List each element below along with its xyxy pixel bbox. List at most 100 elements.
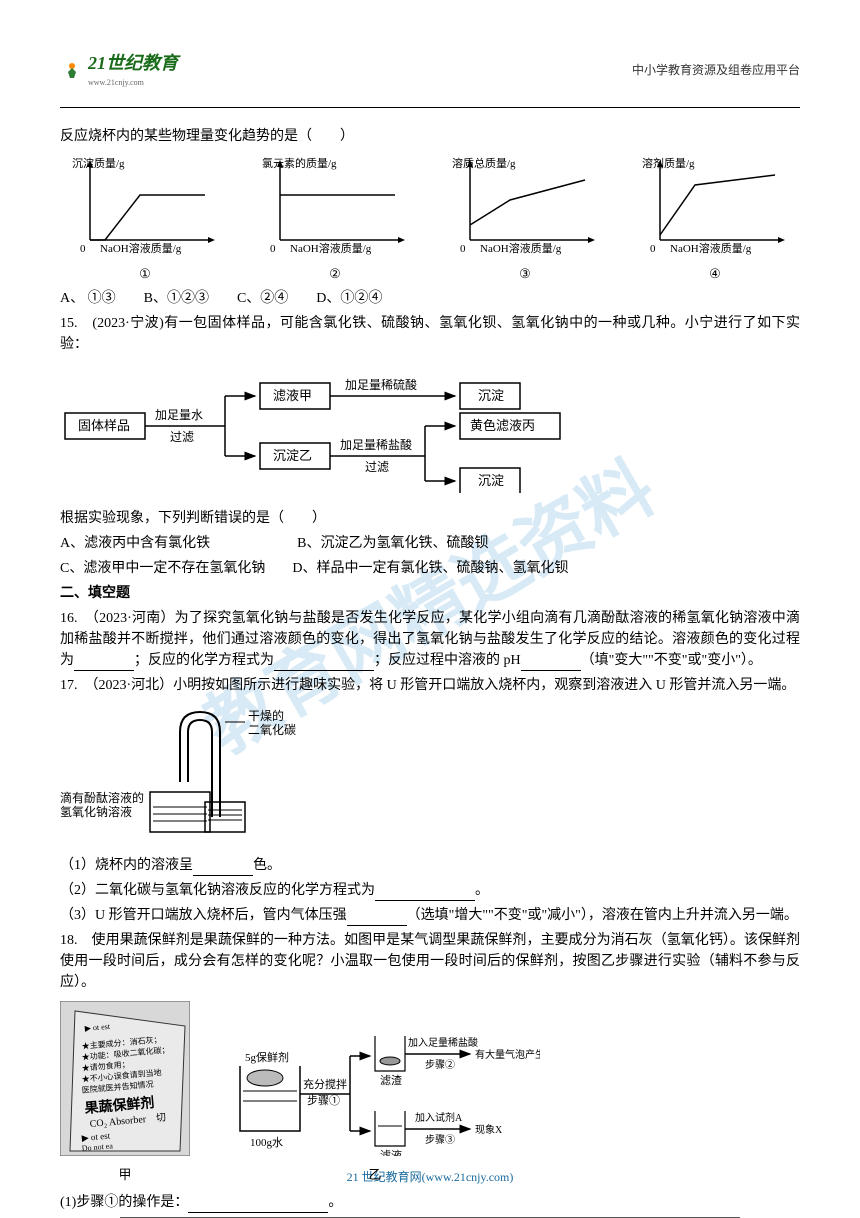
q17-blank1[interactable] — [193, 860, 253, 876]
q18-b1a: (1)步骤①的操作是： — [60, 1195, 188, 1210]
q17-svg: 干燥的 二氧化碳 滴有酚酞溶液的 氢氧化钠溶液 — [60, 702, 300, 842]
svg-text:过滤: 过滤 — [170, 430, 194, 444]
q17-diagram: 干燥的 二氧化碳 滴有酚酞溶液的 氢氧化钠溶液 — [60, 702, 800, 849]
q15-prompt: 根据实验现象，下列判断错误的是（ ） — [60, 508, 800, 529]
graph-2: 氯元素的质量/g 0 NaOH溶液质量/g ② — [250, 155, 420, 284]
graph-4-num: ④ — [630, 264, 800, 284]
q18-img-b-wrap: 5g保鲜剂 充分搅拌 步骤① 100g水 滤渣 滤液 加入足量稀盐酸 步骤② 有… — [210, 1016, 540, 1185]
svg-text:溶质总质量/g: 溶质总质量/g — [452, 156, 516, 170]
graph-row: 沉淀质量/g 0 NaOH溶液质量/g ① 氯元素的质量/g 0 NaOH溶液质… — [60, 155, 800, 284]
q16-blank1[interactable] — [74, 655, 134, 671]
q17-b2b: 。 — [475, 883, 489, 898]
svg-text:滤液: 滤液 — [380, 1148, 402, 1156]
svg-text:有大量气泡产生: 有大量气泡产生 — [475, 1048, 540, 1061]
logo-main-text: 21世纪教育 — [88, 50, 178, 77]
q18-b1b: 。 — [328, 1195, 342, 1210]
svg-text:步骤③: 步骤③ — [425, 1134, 455, 1146]
section-2-title: 二、填空题 — [60, 583, 800, 604]
graph-1-svg: 沉淀质量/g 0 NaOH溶液质量/g — [70, 155, 220, 255]
svg-text:加足量水: 加足量水 — [155, 408, 203, 422]
q16-t2: ；反应的化学方程式为 — [134, 653, 274, 668]
q17-blank3[interactable] — [347, 910, 407, 926]
q18-images: ▶ ot est ★主要成分：消石灰； ★功能：吸收二氧化碳； ★请勿食用； ★… — [60, 1001, 800, 1185]
svg-text:加入足量稀盐酸: 加入足量稀盐酸 — [408, 1036, 478, 1049]
header-right-text: 中小学教育资源及组卷应用平台 — [632, 61, 800, 79]
q15-optC: C、滤液甲中一定不存在氢氧化钠 — [60, 561, 265, 576]
graph-3: 溶质总质量/g 0 NaOH溶液质量/g ③ — [440, 155, 610, 284]
svg-text:滴有酚酞溶液的: 滴有酚酞溶液的 — [60, 790, 144, 805]
q17-b1b: 色。 — [253, 858, 281, 873]
q16-t4: （填"变大""不变"或"变小"）。 — [581, 653, 762, 668]
q14-continuation: 反应烧杯内的某些物理量变化趋势的是（ ） — [60, 126, 800, 147]
q17-b2a: （2）二氧化碳与氢氧化钠溶液反应的化学方程式为 — [60, 883, 375, 898]
q15-optrow1: A、滤液丙中含有氯化铁 B、沉淀乙为氢氧化铁、硫酸钡 — [60, 533, 800, 554]
q17-blank2[interactable] — [375, 885, 475, 901]
q16-blank3[interactable] — [521, 655, 581, 671]
q17-b3: （3）U 形管开口端放入烧杯后，管内气体压强 （选填"增大""不变"或"减小"），… — [60, 905, 800, 926]
graph-1: 沉淀质量/g 0 NaOH溶液质量/g ① — [60, 155, 230, 284]
svg-text:100g水: 100g水 — [250, 1136, 283, 1149]
svg-text:沉淀质量/g: 沉淀质量/g — [72, 156, 125, 170]
graph-2-num: ② — [250, 264, 420, 284]
svg-text:加足量稀硫酸: 加足量稀硫酸 — [345, 377, 417, 392]
svg-text:氯元素的质量/g: 氯元素的质量/g — [262, 156, 337, 170]
svg-text:滤液甲: 滤液甲 — [273, 388, 312, 403]
graph-1-num: ① — [60, 264, 230, 284]
graph-3-num: ③ — [440, 264, 610, 284]
svg-text:氢氧化钠溶液: 氢氧化钠溶液 — [60, 804, 132, 819]
page-header: 21世纪教育 www.21cnjy.com 中小学教育资源及组卷应用平台 — [60, 50, 800, 89]
svg-text:沉淀: 沉淀 — [478, 388, 504, 403]
svg-text:NaOH溶液质量/g: NaOH溶液质量/g — [670, 241, 752, 255]
q18-img-a-wrap: ▶ ot est ★主要成分：消石灰； ★功能：吸收二氧化碳； ★请勿食用； ★… — [60, 1001, 190, 1185]
svg-text:加入试剂A: 加入试剂A — [415, 1111, 463, 1124]
q17-b3b: （选填"增大""不变"或"减小"），溶液在管内上升并流入另一端。 — [407, 908, 798, 923]
svg-text:沉淀: 沉淀 — [478, 473, 504, 488]
q18-blank1[interactable] — [188, 1197, 328, 1213]
graph-2-svg: 氯元素的质量/g 0 NaOH溶液质量/g — [260, 155, 410, 255]
graph-4: 溶剂质量/g 0 NaOH溶液质量/g ④ — [630, 155, 800, 284]
graph-4-svg: 溶剂质量/g 0 NaOH溶液质量/g — [640, 155, 790, 255]
q14-options: A、 ①③ B、①②③ C、②④ D、①②④ — [60, 288, 800, 309]
q15-optB: B、沉淀乙为氢氧化铁、硫酸钡 — [297, 536, 488, 551]
svg-text:0: 0 — [80, 243, 86, 255]
page-content: 21世纪教育 www.21cnjy.com 中小学教育资源及组卷应用平台 反应烧… — [60, 50, 800, 1213]
svg-text:沉淀乙: 沉淀乙 — [273, 448, 312, 463]
svg-text:NaOH溶液质量/g: NaOH溶液质量/g — [290, 241, 372, 255]
q18-img-b: 5g保鲜剂 充分搅拌 步骤① 100g水 滤渣 滤液 加入足量稀盐酸 步骤② 有… — [210, 1016, 540, 1156]
logo: 21世纪教育 www.21cnjy.com — [60, 50, 178, 89]
svg-text:步骤①: 步骤① — [307, 1094, 340, 1107]
graph-3-svg: 溶质总质量/g 0 NaOH溶液质量/g — [450, 155, 600, 255]
q18-img-a: ▶ ot est ★主要成分：消石灰； ★功能：吸收二氧化碳； ★请勿食用； ★… — [60, 1001, 190, 1156]
q17-stem: 17. （2023·河北）小明按如图所示进行趣味实验，将 U 形管开口端放入烧杯… — [60, 675, 800, 696]
q15-optD: D、样品中一定有氯化铁、硫酸钠、氢氧化钡 — [292, 561, 568, 576]
svg-text:干燥的: 干燥的 — [248, 708, 284, 723]
q16-blank2[interactable] — [274, 655, 374, 671]
q18-b1: (1)步骤①的操作是： 。 — [60, 1192, 800, 1213]
svg-text:过滤: 过滤 — [365, 460, 389, 474]
logo-icon — [60, 58, 84, 82]
svg-text:NaOH溶液质量/g: NaOH溶液质量/g — [480, 241, 562, 255]
q17-b3a: （3）U 形管开口端放入烧杯后，管内气体压强 — [60, 908, 347, 923]
header-divider — [60, 107, 800, 108]
svg-text:黄色滤液丙: 黄色滤液丙 — [470, 418, 535, 433]
q15-stem: 15. (2023·宁波)有一包固体样品，可能含氯化铁、硫酸钠、氢氧化钡、氢氧化… — [60, 313, 800, 355]
q16: 16. （2023·河南）为了探究氢氧化钠与盐酸是否发生化学反应，某化学小组向滴… — [60, 608, 800, 671]
q17-b1: （1）烧杯内的溶液呈色。 — [60, 855, 800, 876]
svg-text:步骤②: 步骤② — [425, 1059, 455, 1071]
svg-text:加足量稀盐酸: 加足量稀盐酸 — [340, 437, 412, 452]
q15-optrow2: C、滤液甲中一定不存在氢氧化钠 D、样品中一定有氯化铁、硫酸钠、氢氧化钡 — [60, 558, 800, 579]
svg-text:现象X: 现象X — [475, 1124, 503, 1136]
svg-text:充分搅拌: 充分搅拌 — [303, 1077, 347, 1091]
q18-label-b: 乙 — [210, 1165, 540, 1185]
q15-flow-svg: 固体样品 加足量水 过滤 滤液甲 沉淀乙 加足量稀硫酸 沉淀 加足量稀盐酸 过滤… — [60, 363, 620, 493]
q18-label-a: 甲 — [60, 1165, 190, 1185]
q15-optA: A、滤液丙中含有氯化铁 — [60, 536, 210, 551]
logo-url: www.21cnjy.com — [88, 77, 178, 89]
q16-t3: ；反应过程中溶液的 pH — [374, 653, 521, 668]
svg-text:滤渣: 滤渣 — [380, 1073, 402, 1087]
svg-text:二氧化碳: 二氧化碳 — [248, 723, 296, 737]
q18-stem: 18. 使用果蔬保鲜剂是果蔬保鲜的一种方法。如图甲是某气调型果蔬保鲜剂，主要成分… — [60, 930, 800, 993]
svg-text:固体样品: 固体样品 — [78, 418, 130, 433]
svg-text:NaOH溶液质量/g: NaOH溶液质量/g — [100, 241, 182, 255]
q17-b2: （2）二氧化碳与氢氧化钠溶液反应的化学方程式为 。 — [60, 880, 800, 901]
